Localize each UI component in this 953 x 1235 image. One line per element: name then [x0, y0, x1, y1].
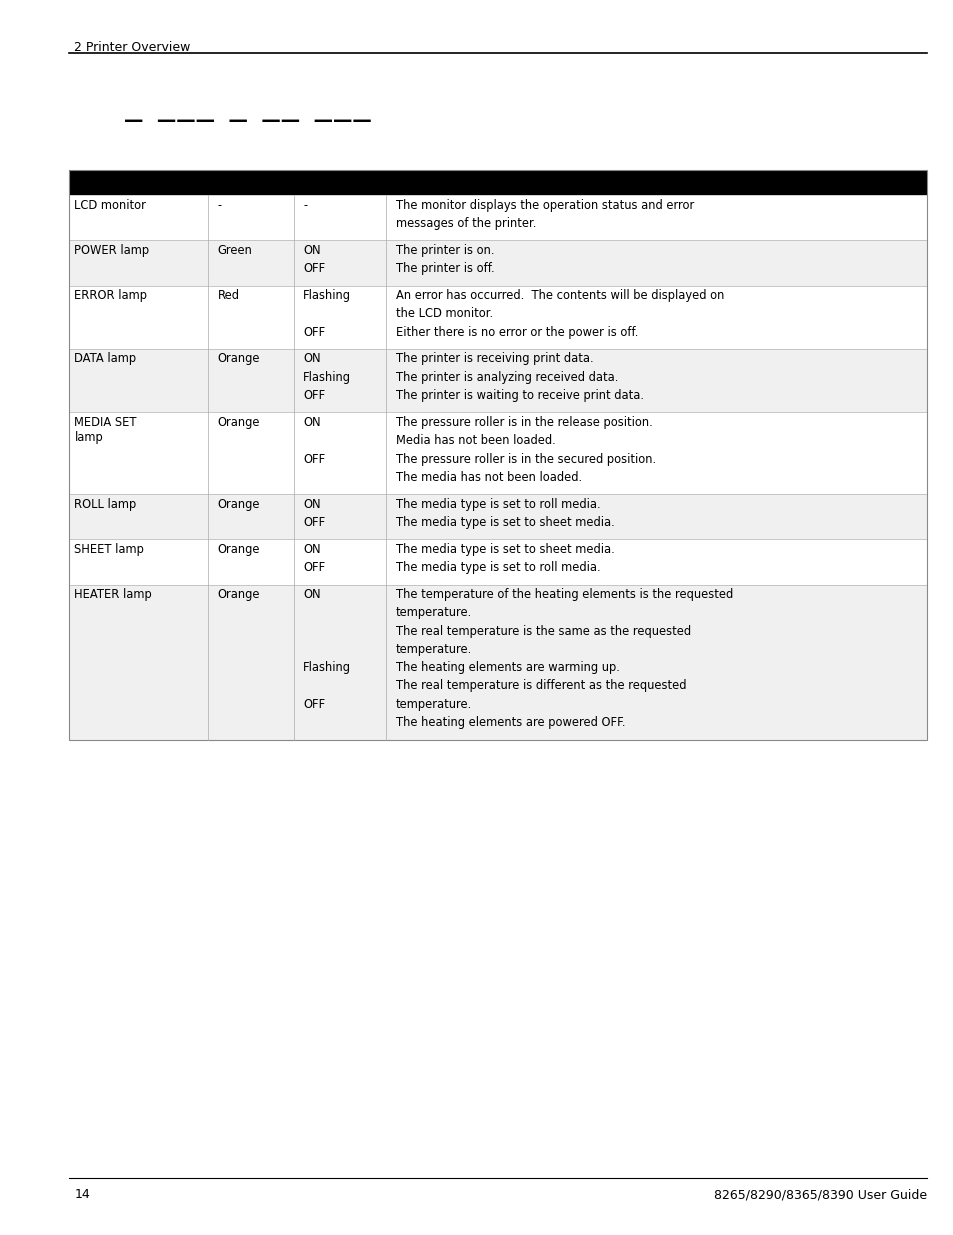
- Bar: [69, 350, 926, 412]
- Text: ON: ON: [303, 416, 320, 429]
- Text: The heating elements are powered OFF.: The heating elements are powered OFF.: [395, 716, 625, 729]
- Text: ON: ON: [303, 543, 320, 556]
- Text: The monitor displays the operation status and error: The monitor displays the operation statu…: [395, 199, 694, 211]
- Text: The heating elements are warming up.: The heating elements are warming up.: [395, 661, 619, 674]
- Text: OFF: OFF: [303, 516, 325, 529]
- Text: LCD monitor: LCD monitor: [74, 199, 146, 211]
- Text: temperature.: temperature.: [395, 606, 472, 620]
- Text: —  ———  —  ——  ———: — ——— — —— ———: [124, 111, 372, 130]
- Text: The printer is receiving print data.: The printer is receiving print data.: [395, 352, 593, 366]
- Text: The media type is set to sheet media.: The media type is set to sheet media.: [395, 516, 614, 529]
- Bar: [69, 412, 926, 494]
- Text: ON: ON: [303, 498, 320, 511]
- Text: The real temperature is different as the requested: The real temperature is different as the…: [395, 679, 686, 693]
- Text: OFF: OFF: [303, 389, 325, 403]
- Text: ON: ON: [303, 352, 320, 366]
- Text: HEATER lamp: HEATER lamp: [74, 588, 152, 601]
- Text: The real temperature is the same as the requested: The real temperature is the same as the …: [395, 625, 690, 637]
- Text: the LCD monitor.: the LCD monitor.: [395, 308, 493, 320]
- Text: The temperature of the heating elements is the requested: The temperature of the heating elements …: [395, 588, 733, 601]
- Text: ON: ON: [303, 588, 320, 601]
- Text: 8265/8290/8365/8390 User Guide: 8265/8290/8365/8390 User Guide: [714, 1188, 926, 1202]
- Text: temperature.: temperature.: [395, 643, 472, 656]
- Text: Orange: Orange: [217, 498, 260, 511]
- Text: The media type is set to roll media.: The media type is set to roll media.: [395, 498, 599, 511]
- Text: The printer is analyzing received data.: The printer is analyzing received data.: [395, 370, 618, 384]
- Text: Red: Red: [217, 289, 239, 303]
- Text: OFF: OFF: [303, 452, 325, 466]
- Text: The printer is off.: The printer is off.: [395, 262, 494, 275]
- Text: 2 Printer Overview: 2 Printer Overview: [74, 41, 191, 54]
- Text: OFF: OFF: [303, 698, 325, 711]
- Bar: [69, 285, 926, 350]
- Text: messages of the printer.: messages of the printer.: [395, 217, 536, 230]
- Text: Flashing: Flashing: [303, 289, 351, 303]
- Text: An error has occurred.  The contents will be displayed on: An error has occurred. The contents will…: [395, 289, 723, 303]
- Text: Green: Green: [217, 243, 253, 257]
- Text: ROLL lamp: ROLL lamp: [74, 498, 136, 511]
- Text: Orange: Orange: [217, 588, 260, 601]
- Text: SHEET lamp: SHEET lamp: [74, 543, 144, 556]
- Text: OFF: OFF: [303, 326, 325, 338]
- Text: ERROR lamp: ERROR lamp: [74, 289, 148, 303]
- Bar: [69, 241, 926, 285]
- Text: -: -: [303, 199, 307, 211]
- Text: The media type is set to sheet media.: The media type is set to sheet media.: [395, 543, 614, 556]
- Text: DATA lamp: DATA lamp: [74, 352, 136, 366]
- Text: Media has not been loaded.: Media has not been loaded.: [395, 435, 555, 447]
- Text: Either there is no error or the power is off.: Either there is no error or the power is…: [395, 326, 638, 338]
- Text: The printer is on.: The printer is on.: [395, 243, 494, 257]
- Text: The printer is waiting to receive print data.: The printer is waiting to receive print …: [395, 389, 643, 403]
- Text: temperature.: temperature.: [395, 698, 472, 711]
- Bar: [69, 170, 926, 740]
- Bar: [69, 170, 926, 195]
- Text: The pressure roller is in the secured position.: The pressure roller is in the secured po…: [395, 452, 656, 466]
- Text: The pressure roller is in the release position.: The pressure roller is in the release po…: [395, 416, 652, 429]
- Text: Orange: Orange: [217, 352, 260, 366]
- Bar: [69, 584, 926, 740]
- Text: OFF: OFF: [303, 561, 325, 574]
- Text: The media has not been loaded.: The media has not been loaded.: [395, 471, 581, 484]
- Bar: [69, 494, 926, 540]
- Text: Orange: Orange: [217, 416, 260, 429]
- Text: POWER lamp: POWER lamp: [74, 243, 150, 257]
- Text: The media type is set to roll media.: The media type is set to roll media.: [395, 561, 599, 574]
- Text: ON: ON: [303, 243, 320, 257]
- Text: Flashing: Flashing: [303, 370, 351, 384]
- Text: Orange: Orange: [217, 543, 260, 556]
- Bar: [69, 540, 926, 584]
- Text: MEDIA SET
lamp: MEDIA SET lamp: [74, 416, 137, 443]
- Text: Flashing: Flashing: [303, 661, 351, 674]
- Text: 14: 14: [74, 1188, 91, 1202]
- Bar: [69, 195, 926, 241]
- Text: -: -: [217, 199, 221, 211]
- Text: OFF: OFF: [303, 262, 325, 275]
